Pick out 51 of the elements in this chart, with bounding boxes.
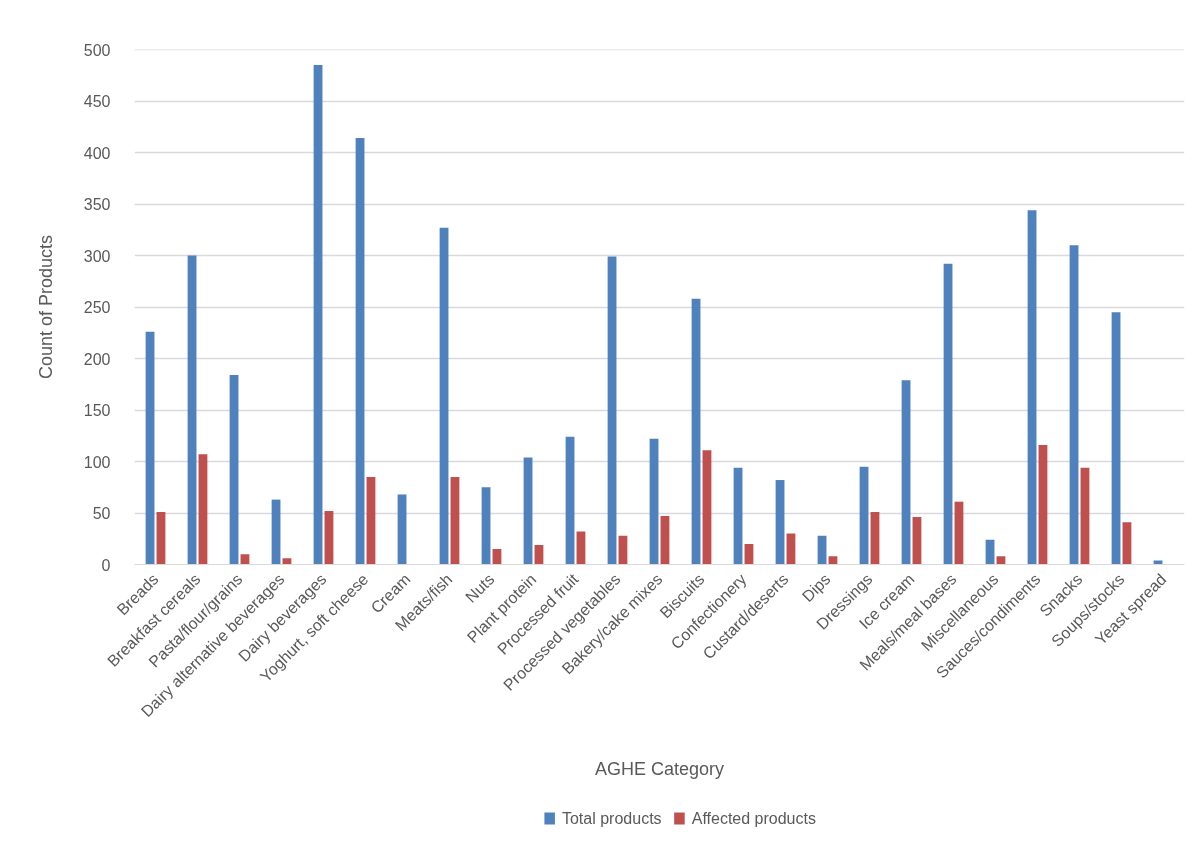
y-tick-label: 200 <box>83 350 111 368</box>
bar <box>229 374 239 565</box>
y-axis-title: Count of Products <box>35 234 56 380</box>
y-tick-label: 450 <box>83 93 111 110</box>
bar <box>439 227 449 565</box>
legend-label: Affected products <box>691 810 816 827</box>
bar <box>859 466 869 565</box>
bar <box>523 457 533 565</box>
bar <box>691 298 701 565</box>
bar <box>1069 245 1079 565</box>
bar <box>355 138 365 565</box>
bar <box>1038 445 1048 565</box>
bar <box>366 476 376 565</box>
x-tick-label: Nuts <box>462 570 498 606</box>
y-tick-label: 500 <box>83 41 111 59</box>
bar <box>481 487 491 565</box>
bar <box>943 263 953 565</box>
bar <box>565 436 575 565</box>
y-tick-label: 400 <box>83 144 111 162</box>
bar <box>870 511 880 565</box>
y-tick-label: 150 <box>83 402 111 419</box>
y-tick-label: 300 <box>83 247 111 265</box>
bar <box>607 256 617 565</box>
bar <box>775 480 785 565</box>
bar <box>733 467 743 565</box>
bar <box>324 510 334 565</box>
y-tick-label: 250 <box>83 299 111 316</box>
bar <box>954 501 964 565</box>
bar <box>450 476 460 565</box>
y-tick-label: 50 <box>92 505 111 522</box>
bar <box>156 511 166 565</box>
bar <box>702 450 712 565</box>
bar <box>271 499 281 565</box>
bar <box>198 454 208 565</box>
bar <box>901 380 911 565</box>
bar <box>397 494 407 565</box>
y-tick-label: 100 <box>83 453 111 471</box>
y-tick-label: 350 <box>83 196 111 213</box>
bar <box>1122 522 1132 565</box>
bar <box>660 516 670 565</box>
legend-label: Total products <box>561 810 662 827</box>
bar <box>912 517 922 565</box>
x-axis-title: AGHE Category <box>594 759 725 780</box>
bar <box>313 64 323 565</box>
bar <box>1080 467 1090 565</box>
bar <box>187 255 197 565</box>
bar <box>145 331 155 565</box>
bar <box>1027 210 1037 565</box>
bar <box>1111 312 1121 565</box>
y-tick-label: 0 <box>101 556 111 574</box>
bar <box>649 438 659 565</box>
